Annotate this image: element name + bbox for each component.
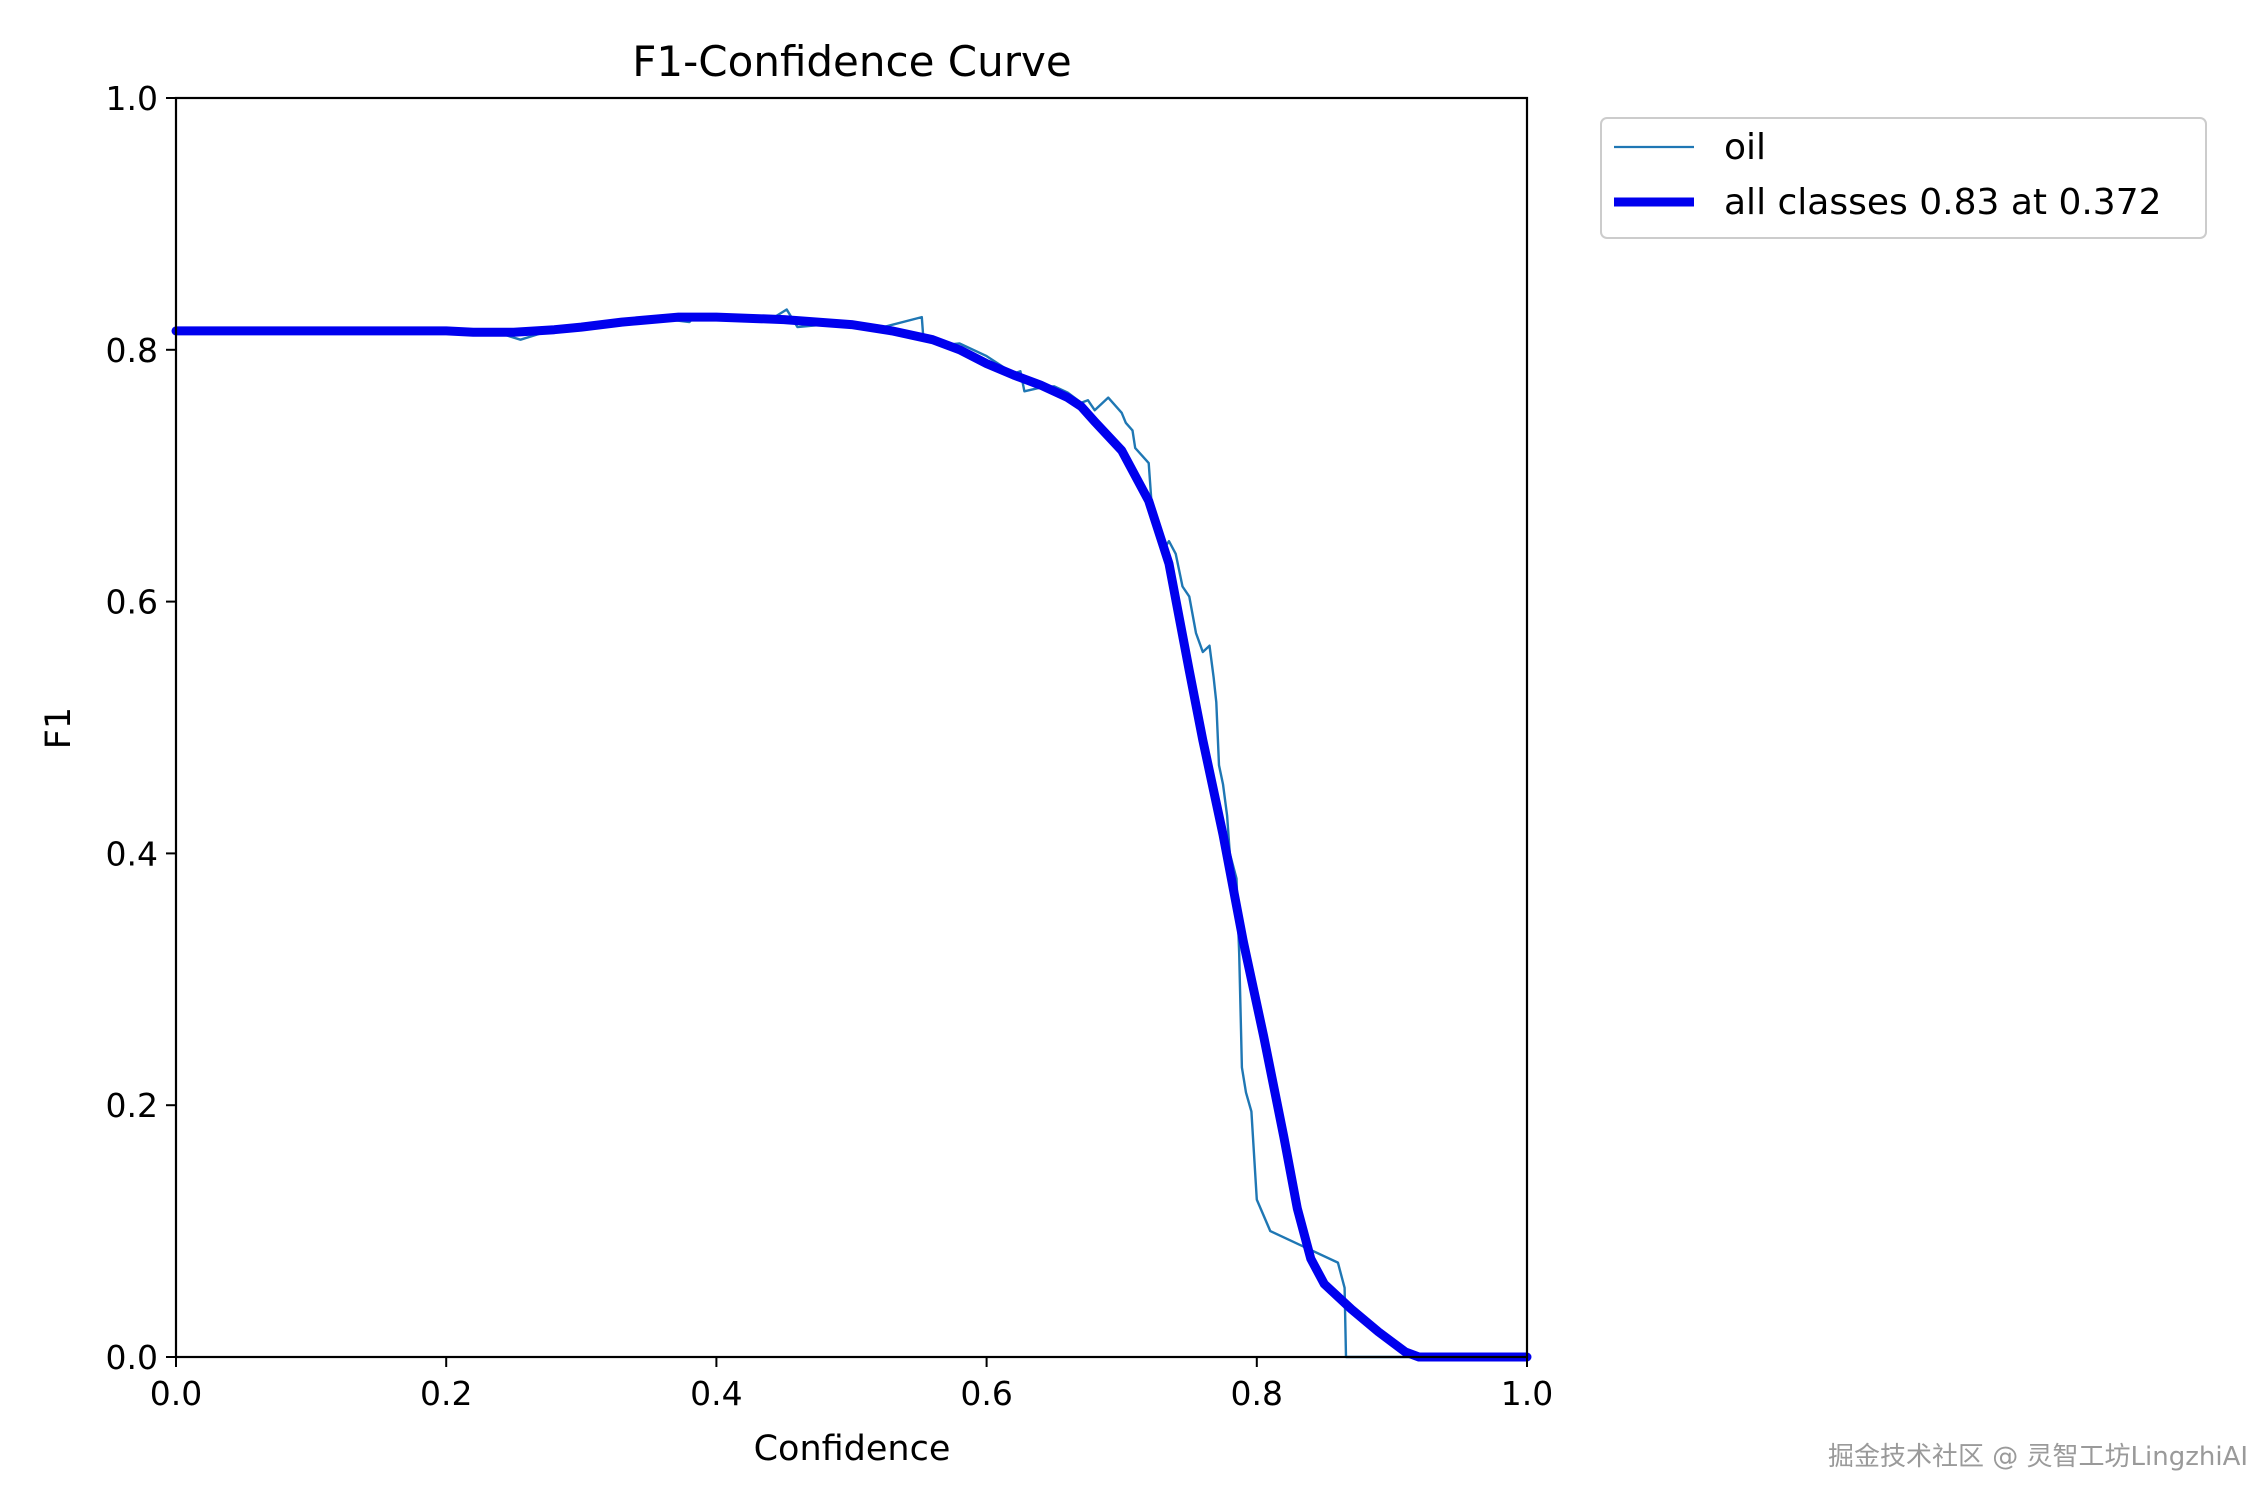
legend-label-all-classes: all classes 0.83 at 0.372	[1724, 182, 2162, 223]
watermark-text: 掘金技术社区 @ 灵智工坊LingzhiAI	[1828, 1442, 2249, 1472]
y-tick-label: 0.6	[106, 583, 158, 622]
y-tick-label: 0.0	[106, 1338, 158, 1377]
y-tick-label: 0.4	[106, 834, 158, 873]
series-line-1	[171, 312, 1532, 1362]
x-tick-label: 0.2	[420, 1374, 472, 1413]
y-tick-label: 1.0	[106, 79, 158, 118]
y-axis: 0.0 0.2 0.4 0.6 0.8 1.0	[106, 79, 176, 1377]
y-axis-label: F1	[39, 707, 79, 749]
legend-label-oil: oil	[1724, 127, 1766, 168]
x-tick-label: 0.6	[960, 1374, 1012, 1413]
x-tick-label: 0.0	[150, 1374, 202, 1413]
legend-box	[1600, 117, 2207, 239]
legend: oil all classes 0.83 at 0.372	[1600, 117, 2207, 239]
series-line-0	[174, 308, 1529, 1359]
x-axis: 0.0 0.2 0.4 0.6 0.8 1.0	[150, 1357, 1553, 1413]
x-tick-label: 0.8	[1231, 1374, 1283, 1413]
plot-frame	[174, 96, 1529, 1359]
chart-title: F1-Confidence Curve	[632, 37, 1071, 86]
plot-lines	[171, 308, 1532, 1362]
x-tick-label: 0.4	[690, 1374, 742, 1413]
x-axis-label: Confidence	[754, 1429, 951, 1469]
x-tick-label: 1.0	[1501, 1374, 1553, 1413]
y-tick-label: 0.8	[106, 331, 158, 370]
y-tick-label: 0.2	[106, 1086, 158, 1125]
